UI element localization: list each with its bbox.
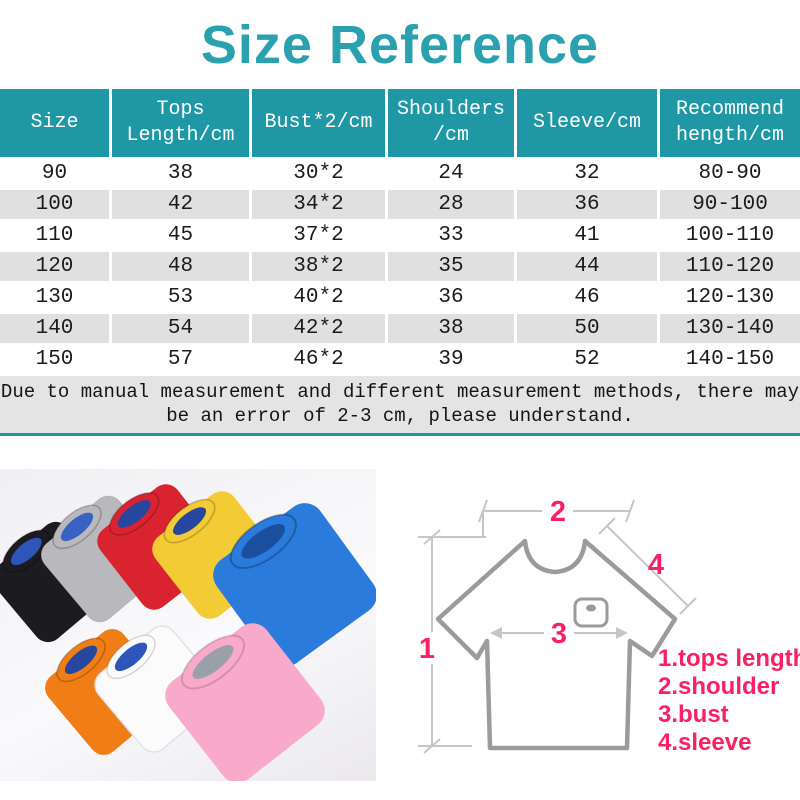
column-header-size: Size: [0, 89, 109, 157]
size-table: Size Tops Length/cm Bust*2/cm Shoulders/c…: [0, 89, 800, 374]
table-cell: 100-110: [660, 221, 800, 250]
table-cell: 41: [517, 221, 657, 250]
table-cell: 34*2: [252, 190, 385, 219]
table-cell: 44: [517, 252, 657, 281]
column-header-sleeve: Sleeve/cm: [517, 89, 657, 157]
table-cell: 48: [112, 252, 249, 281]
table-cell: 52: [517, 345, 657, 374]
table-cell: 36: [388, 283, 514, 312]
table-cell: 24: [388, 159, 514, 188]
table-header-row: Size Tops Length/cm Bust*2/cm Shoulders/c…: [0, 89, 800, 157]
table-cell: 39: [388, 345, 514, 374]
header-line: Bust*2/cm: [264, 111, 373, 134]
measure-marks: 1 2 3 4: [419, 496, 664, 665]
table-cell: 46*2: [252, 345, 385, 374]
table-row-110: 110 45 37*2 33 41 100-110: [0, 221, 800, 250]
table-cell: 53: [112, 283, 249, 312]
table-cell: 42: [112, 190, 249, 219]
table-cell: 120-130: [660, 283, 800, 312]
table-cell: 80-90: [660, 159, 800, 188]
column-header-bust: Bust*2/cm: [252, 89, 385, 157]
bottom-section: 1 2 3 4 1.tops length 2.shoulder 3.bust …: [0, 436, 800, 800]
header-line: /cm: [432, 124, 469, 147]
legend-sleeve: 4.sleeve: [658, 729, 751, 756]
table-row-100: 100 42 34*2 28 36 90-100: [0, 190, 800, 219]
table-row-90: 90 38 30*2 24 32 80-90: [0, 159, 800, 188]
mark-1: 1: [419, 633, 435, 665]
folded-shirts-photo: [0, 469, 376, 782]
table-cell: 40*2: [252, 283, 385, 312]
legend-bust: 3.bust: [658, 701, 729, 728]
header-line: Length/cm: [126, 124, 235, 147]
header-line: Size: [30, 111, 79, 134]
table-cell: 150: [0, 345, 109, 374]
pocket-button: [586, 604, 596, 612]
dimension-lines: [418, 499, 697, 755]
table-cell: 140: [0, 314, 109, 343]
tshirt-outline: [435, 539, 678, 751]
mark-3: 3: [551, 618, 567, 650]
header-line: Shoulders: [396, 98, 506, 121]
table-cell: 32: [517, 159, 657, 188]
mark-4: 4: [648, 549, 664, 581]
table-cell: 38: [112, 159, 249, 188]
table-row-120: 120 48 38*2 35 44 110-120: [0, 252, 800, 281]
table-cell: 110-120: [660, 252, 800, 281]
column-header-tops-length: Tops Length/cm: [112, 89, 249, 157]
page-title: Size Reference: [200, 14, 600, 75]
mark-2: 2: [550, 496, 566, 528]
arrowheads: [490, 627, 628, 640]
header-line: Recommend: [675, 98, 785, 121]
table-cell: 140-150: [660, 345, 800, 374]
table-cell: 30*2: [252, 159, 385, 188]
legend-tops-length: 1.tops length: [658, 645, 800, 672]
tshirt-measurement-illustration: 1 2 3 4 1.tops length 2.shoulder 3.bust …: [418, 496, 800, 756]
folded-shirt-pink: [165, 623, 325, 782]
table-cell: 35: [388, 252, 514, 281]
legend-shoulder: 2.shoulder: [658, 673, 779, 700]
table-cell: 33: [388, 221, 514, 250]
table-row-130: 130 53 40*2 36 46 120-130: [0, 283, 800, 312]
title-bar: Size Reference: [0, 0, 800, 89]
header-line: hength/cm: [675, 124, 785, 147]
measurement-diagram: 1 2 3 4 1.tops length 2.shoulder 3.bust …: [410, 456, 800, 800]
table-cell: 90-100: [660, 190, 800, 219]
table-cell: 57: [112, 345, 249, 374]
table-row-140: 140 54 42*2 38 50 130-140: [0, 314, 800, 343]
table-cell: 110: [0, 221, 109, 250]
pocket: [573, 597, 609, 628]
table-cell: 42*2: [252, 314, 385, 343]
header-line: Sleeve/cm: [532, 111, 642, 134]
column-header-recommend: Recommend hength/cm: [660, 89, 800, 157]
measurement-note: Due to manual measurement and different …: [0, 376, 800, 437]
table-cell: 100: [0, 190, 109, 219]
table-row-150: 150 57 46*2 39 52 140-150: [0, 345, 800, 374]
table-cell: 46: [517, 283, 657, 312]
table-cell: 38*2: [252, 252, 385, 281]
table-cell: 120: [0, 252, 109, 281]
folded-shirts-illustration: [0, 484, 376, 782]
table-cell: 130: [0, 283, 109, 312]
note-line-2: be an error of 2-3 cm, please understand…: [166, 405, 634, 428]
table-cell: 45: [112, 221, 249, 250]
table-cell: 90: [0, 159, 109, 188]
table-cell: 38: [388, 314, 514, 343]
table-cell: 37*2: [252, 221, 385, 250]
measure-legend: 1.tops length 2.shoulder 3.bust 4.sleeve: [658, 645, 800, 756]
table-cell: 130-140: [660, 314, 800, 343]
note-line-1: Due to manual measurement and different …: [0, 381, 800, 403]
table-cell: 54: [112, 314, 249, 343]
table-cell: 36: [517, 190, 657, 219]
table-cell: 50: [517, 314, 657, 343]
table-cell: 28: [388, 190, 514, 219]
column-header-shoulders: Shoulders/cm: [388, 89, 514, 157]
header-line: Tops: [156, 98, 205, 121]
